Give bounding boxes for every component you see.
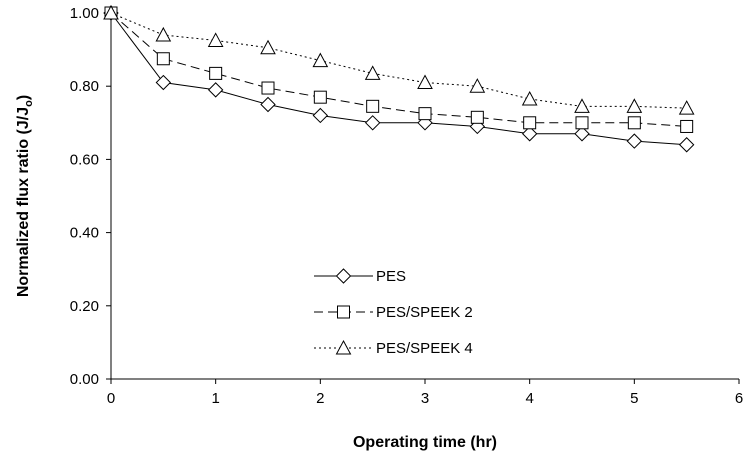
legend-item-pes-speek-2: PES/SPEEK 2 [314, 304, 473, 321]
data-point-pes-speek-4 [574, 98, 590, 113]
data-point-pes [260, 96, 276, 113]
data-point-pes-speek-2 [366, 99, 380, 113]
series-line-pes-speek-2 [110, 12, 687, 127]
y-axis-title-subscript: o [23, 100, 35, 107]
series-pes [103, 5, 695, 153]
data-point-pes-speek-2 [261, 81, 275, 95]
data-point-pes-speek-2 [209, 66, 223, 80]
data-point-pes-speek-4 [155, 26, 172, 42]
data-point-pes-speek-2 [156, 52, 170, 66]
x-tick-label: 3 [421, 390, 429, 407]
legend-label-pes-speek-2: PES/SPEEK 2 [376, 304, 473, 321]
axes: 0.00 0.20 0.40 0.60 0.80 1.00 0 1 2 3 4 5 6 [70, 5, 743, 407]
x-tick-label: 1 [211, 390, 219, 407]
legend-label-pes: PES [376, 268, 406, 285]
data-point-pes-speek-2 [470, 110, 484, 124]
data-point-pes-speek-2 [523, 116, 537, 130]
series-pes-speek-4 [103, 4, 695, 115]
data-point-pes-speek-4 [207, 32, 224, 47]
data-point-pes-speek-4 [626, 98, 643, 113]
x-axis-title: Operating time (hr) [353, 434, 497, 451]
x-tick-label: 0 [107, 390, 115, 407]
legend-marker-pes-speek-4 [335, 339, 352, 355]
data-point-pes-speek-4 [260, 39, 276, 55]
y-tick-label: 0.80 [70, 78, 99, 95]
y-tick-label: 0.00 [70, 371, 99, 388]
data-point-pes-speek-2 [627, 116, 641, 130]
series-line-pes [110, 12, 687, 146]
x-tick-label: 4 [525, 390, 533, 407]
data-point-pes-speek-4 [417, 74, 433, 90]
x-tick-label: 5 [630, 390, 638, 407]
y-axis-title-main: Normalized flux ratio (J/J [15, 107, 32, 297]
data-point-pes-speek-4 [364, 65, 381, 80]
series-line-pes-speek-4 [110, 12, 687, 109]
data-point-pes-speek-4 [678, 100, 695, 115]
y-tick-label: 0.40 [70, 225, 99, 242]
y-axis-title-close: ) [15, 95, 32, 100]
legend-item-pes-speek-4: PES/SPEEK 4 [314, 339, 473, 357]
y-tick-label: 0.20 [70, 298, 99, 315]
series-pes-speek-2 [104, 6, 694, 133]
legend-item-pes: PES [314, 268, 406, 285]
data-point-pes [364, 115, 381, 131]
x-tick-label: 2 [316, 390, 324, 407]
data-point-pes [678, 137, 695, 153]
legend: PES PES/SPEEK 2 PES/SPEEK 4 [314, 268, 473, 357]
data-point-pes-speek-4 [103, 4, 119, 20]
data-point-pes-speek-2 [680, 119, 694, 133]
data-point-pes [626, 133, 643, 149]
data-point-pes-speek-4 [469, 78, 486, 93]
data-point-pes [155, 74, 172, 91]
legend-marker-pes [335, 268, 352, 284]
series-layer [103, 4, 695, 153]
legend-label-pes-speek-4: PES/SPEEK 4 [376, 340, 473, 357]
data-point-pes-speek-4 [312, 52, 329, 68]
data-point-pes [312, 107, 329, 124]
data-point-pes-speek-4 [521, 90, 538, 106]
data-point-pes [574, 126, 590, 142]
y-tick-label: 0.60 [70, 151, 99, 168]
data-point-pes-speek-2 [313, 90, 327, 104]
data-point-pes [207, 82, 224, 98]
data-point-pes-speek-2 [575, 116, 589, 130]
y-axis-title: Normalized flux ratio (J/Jo) [15, 95, 35, 297]
legend-marker-pes-speek-2 [337, 305, 350, 319]
x-tick-label: 6 [735, 390, 743, 407]
data-point-pes [521, 126, 538, 142]
y-tick-label: 1.00 [70, 5, 99, 22]
data-point-pes-speek-2 [418, 107, 432, 121]
